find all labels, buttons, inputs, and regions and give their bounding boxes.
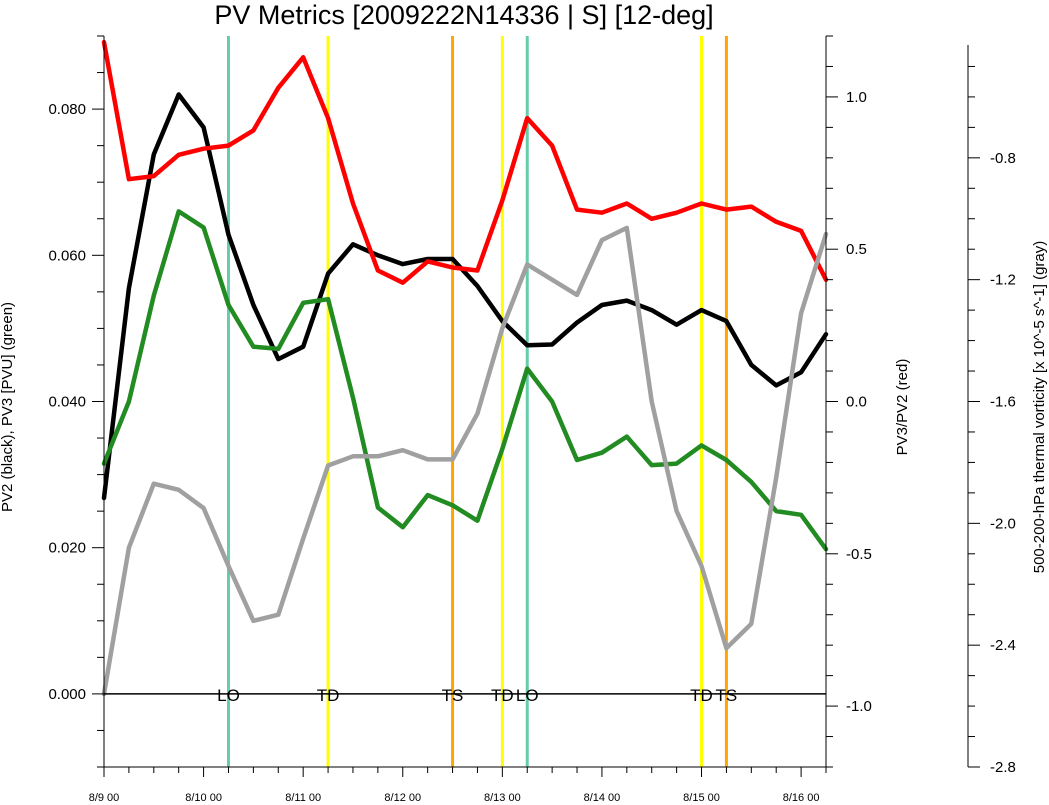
far-right-axis-title: 500-200-hPa thermal vorticity [x 10^-5 s…	[1031, 241, 1048, 574]
far-right-axis-tick-label: -2.4	[990, 637, 1016, 654]
event-label: LO	[516, 686, 539, 705]
event-label: LO	[217, 686, 240, 705]
left-axis-tick-label: 0.060	[48, 247, 86, 264]
event-label: TS	[442, 686, 464, 705]
left-axis: 0.000 0.020 0.040 0.060 0.080	[48, 35, 104, 768]
right-axis-tick-label: -1.0	[846, 698, 872, 715]
far-right-axis-tick-label: -2.8	[990, 759, 1016, 776]
x-axis-tick-label: 8/12 00	[384, 792, 421, 804]
x-axis: 8/9 00 8/10 00 8/11 00 8/12 00 8/13 00 8/14 0…	[89, 767, 827, 804]
series-line	[101, 92, 829, 501]
far-right-axis-tick-label: -1.6	[990, 394, 1016, 411]
event-label: TD	[491, 686, 514, 705]
right-axis: -1.0 -0.5 0.0 0.5 1.0	[826, 35, 872, 768]
event-labels: LO TD TS TD LO TD TS	[217, 686, 737, 705]
left-axis-tick-label: 0.020	[48, 540, 86, 557]
far-right-axis: -2.8 -2.4 -2.0 -1.6 -1.2 -0.8	[967, 45, 1016, 776]
right-axis-title: PV3/PV2 (red)	[894, 359, 911, 456]
series-line	[101, 39, 829, 285]
x-axis-tick-label: 8/9 00	[89, 792, 120, 804]
right-axis-tick-label: 0.0	[846, 394, 867, 411]
far-right-axis-tick-label: -0.8	[990, 150, 1016, 167]
x-axis-tick-label: 8/11 00	[285, 792, 321, 804]
left-axis-title: PV2 (black), PV3 [PVU] (green)	[0, 302, 16, 512]
x-axis-tick-label: 8/10 00	[185, 792, 222, 804]
left-axis-tick-label: 0.000	[48, 686, 86, 703]
far-right-axis-tick-label: -2.0	[990, 515, 1016, 532]
event-label: TD	[317, 686, 340, 705]
data-series	[101, 39, 829, 697]
x-axis-tick-label: 8/13 00	[484, 792, 521, 804]
x-axis-tick-label: 8/15 00	[683, 792, 720, 804]
far-right-axis-tick-label: -1.2	[990, 272, 1016, 289]
event-label: TD	[690, 686, 713, 705]
x-axis-tick-label: 8/14 00	[584, 792, 621, 804]
right-axis-tick-label: 0.5	[846, 241, 867, 258]
left-axis-tick-label: 0.080	[48, 101, 86, 118]
right-axis-tick-label: 1.0	[846, 89, 867, 106]
x-axis-tick-label: 8/16 00	[783, 792, 820, 804]
event-label: TS	[716, 686, 738, 705]
right-axis-tick-label: -0.5	[846, 546, 872, 563]
event-lines	[226, 36, 728, 767]
left-axis-tick-label: 0.040	[48, 394, 86, 411]
series-line	[101, 225, 829, 697]
chart-title: PV Metrics [2009222N14336 | S] [12-deg]	[214, 0, 713, 30]
series-line	[101, 209, 829, 552]
